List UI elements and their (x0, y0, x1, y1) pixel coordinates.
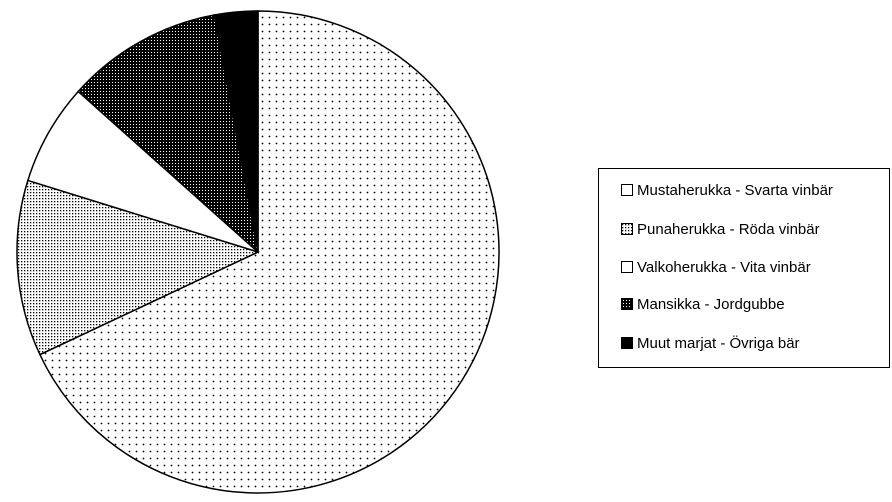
legend-label-mansikka: Mansikka - Jordgubbe (637, 295, 785, 313)
legend-swatch-muut-marjat (621, 337, 633, 349)
pie-slice-4 (213, 10, 259, 253)
legend-item-muut-marjat: Muut marjat - Övriga bär (621, 333, 800, 353)
pie-slice-1 (16, 179, 261, 356)
legend-item-valkoherukka: Valkoherukka - Vita vinbär (621, 257, 811, 277)
legend-label-punaherukka: Punaherukka - Röda vinbär (637, 220, 820, 238)
chart-legend: Mustaherukka - Svarta vinbär Punaherukka… (598, 168, 890, 368)
legend-label-valkoherukka: Valkoherukka - Vita vinbär (637, 258, 811, 276)
legend-label-mustaherukka: Mustaherukka - Svarta vinbär (637, 181, 833, 199)
legend-swatch-punaherukka (621, 223, 633, 235)
legend-item-mustaherukka: Mustaherukka - Svarta vinbär (621, 180, 833, 200)
legend-swatch-valkoherukka (621, 261, 633, 273)
pie-slice-3 (77, 14, 260, 255)
legend-item-mansikka: Mansikka - Jordgubbe (621, 294, 785, 314)
legend-label-muut-marjat: Muut marjat - Övriga bär (637, 334, 800, 352)
legend-swatch-mansikka (621, 298, 633, 310)
pie-slice-0 (38, 10, 500, 494)
pie-slices (16, 10, 500, 494)
legend-item-punaherukka: Punaherukka - Röda vinbär (621, 219, 820, 239)
legend-swatch-mustaherukka (621, 184, 633, 196)
